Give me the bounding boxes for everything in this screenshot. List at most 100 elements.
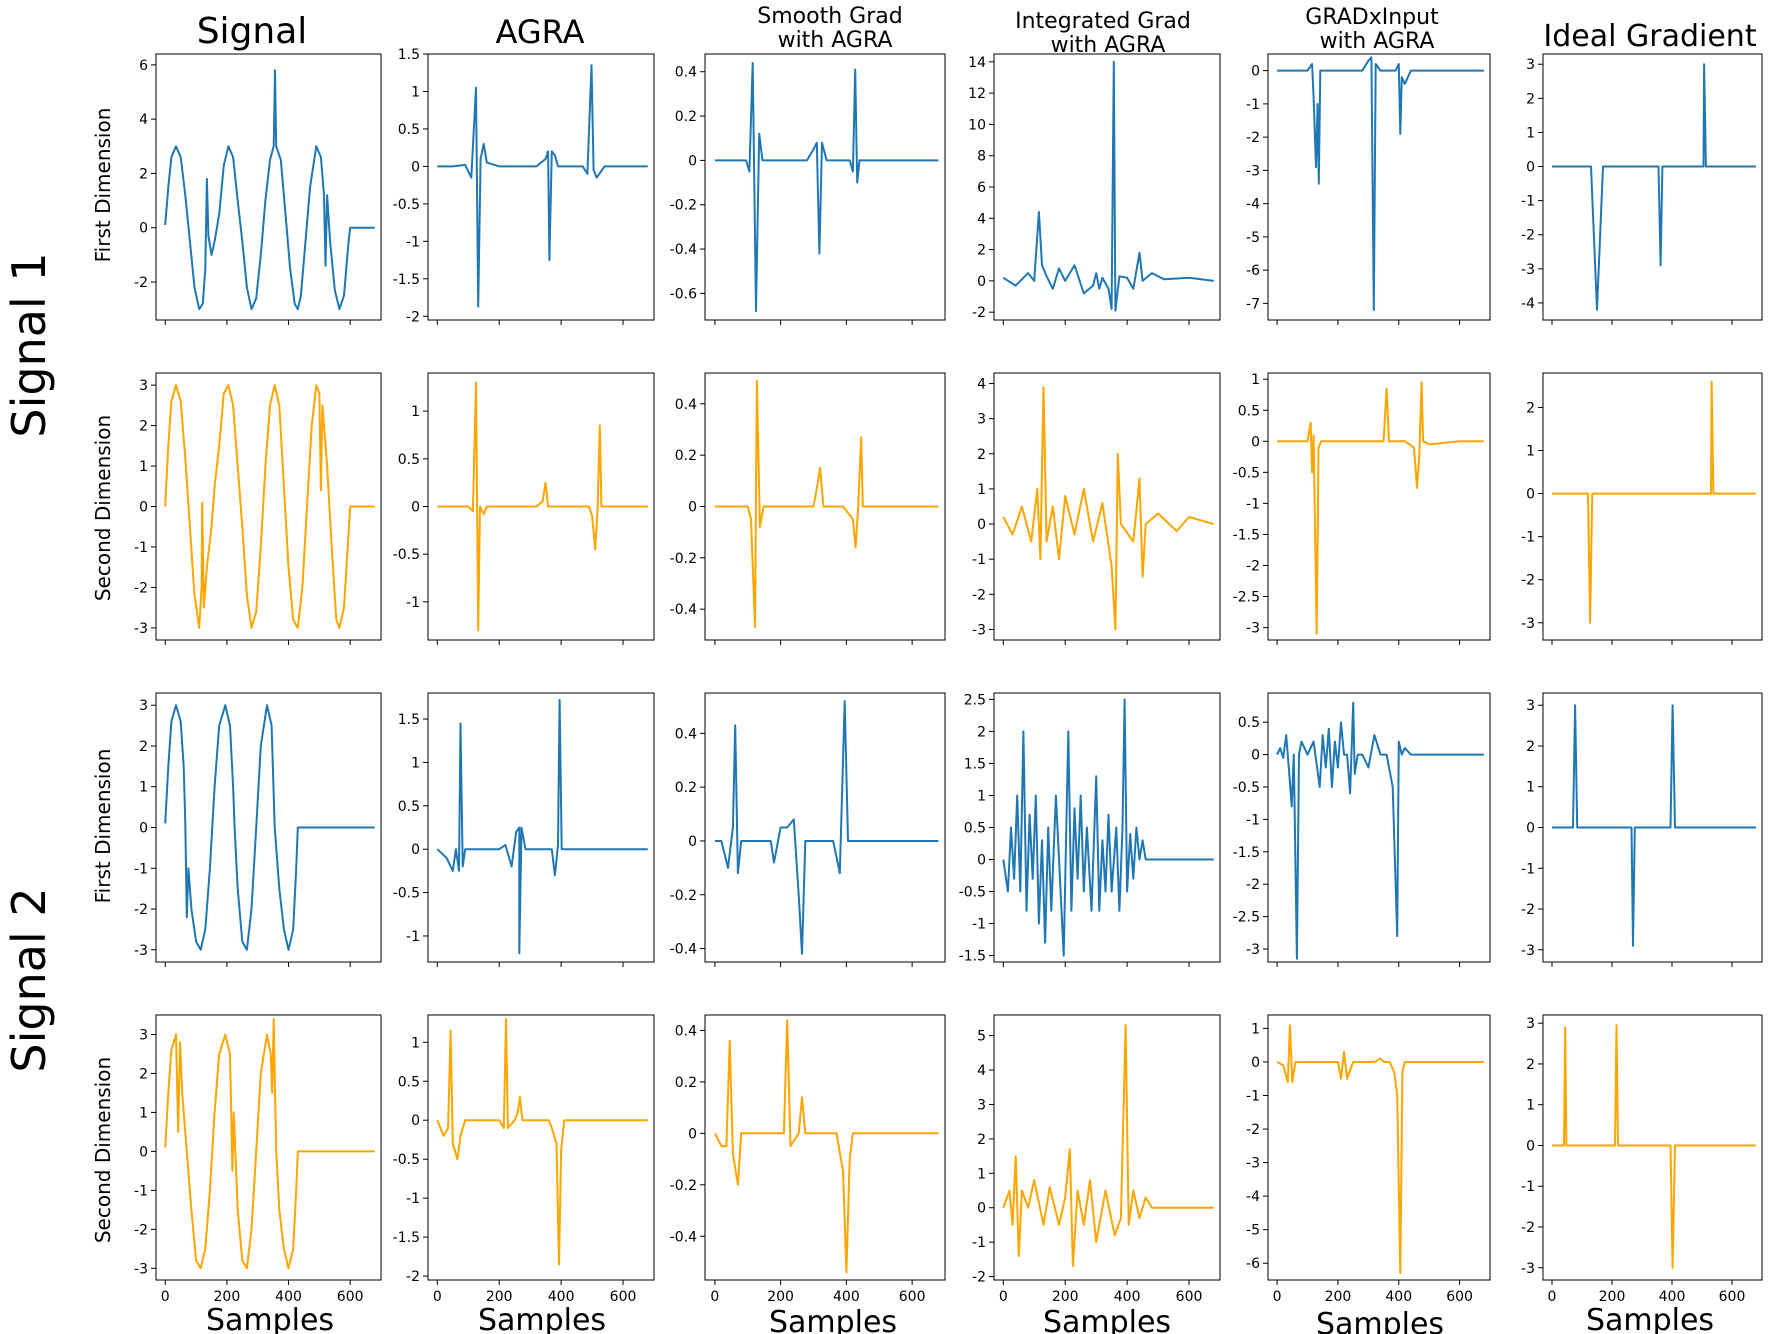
x-tick-label: 0 (999, 1289, 1008, 1305)
series-line (714, 379, 939, 629)
y-tick-label: 1 (139, 780, 148, 796)
y-tick-label: 1 (1526, 444, 1535, 460)
plot-frame (1267, 53, 1491, 321)
y-tick-label: -2 (972, 587, 986, 603)
row-label-second-dimension: Second Dimension (91, 415, 115, 601)
y-tick-label: -1.5 (393, 1230, 420, 1246)
subplot-r3-c3: -2 -1 0 1 2 3 4 5 0 200 400 600 (972, 1014, 1221, 1305)
series-line (714, 61, 939, 313)
y-tick-label: 2 (139, 1066, 148, 1082)
y-tick-label: -0.5 (959, 885, 986, 901)
plot-frame (704, 1014, 946, 1281)
x-axis-label: Samples (206, 1303, 334, 1334)
x-axis-label: Samples (1043, 1305, 1171, 1334)
subplot-r2-c1: -1 -0.5 0 0.5 1 1.5 (393, 692, 655, 967)
x-tick-label: 600 (610, 1289, 637, 1305)
y-tick-label: -1.5 (959, 949, 986, 965)
y-tick-label: 3 (977, 412, 986, 428)
y-tick-label: -2 (1521, 1220, 1535, 1236)
svg-text:with AGRA: with AGRA (1320, 29, 1435, 54)
y-tick-label: 0 (411, 159, 420, 175)
y-tick-label: -3 (1246, 1156, 1260, 1172)
y-tick-label: 3 (139, 698, 148, 714)
x-tick-label: 600 (899, 1289, 926, 1305)
y-tick-label: 2 (977, 1132, 986, 1148)
y-tick-label: -0.6 (670, 286, 697, 302)
y-tick-label: 1 (1526, 1098, 1535, 1114)
y-tick-label: -3 (134, 1261, 148, 1277)
y-tick-label: -3 (1521, 1261, 1535, 1277)
column-title-signal: Signal (197, 11, 308, 52)
y-tick-label: -4 (1246, 1189, 1260, 1205)
x-tick-label: 400 (1385, 1289, 1412, 1305)
plot-frame (427, 53, 655, 321)
y-tick-label: -5 (1246, 230, 1260, 246)
y-tick-label: -2 (972, 1270, 986, 1286)
series-line (1002, 1024, 1214, 1268)
y-tick-label: 3 (977, 1097, 986, 1113)
plot-frame (993, 53, 1221, 321)
x-tick-label: 0 (433, 1289, 442, 1305)
y-tick-label: 0 (688, 834, 697, 850)
y-tick-label: 1 (977, 788, 986, 804)
y-tick-label: 2 (1526, 739, 1535, 755)
y-tick-label: -3 (134, 943, 148, 959)
y-tick-label: -4 (1521, 296, 1535, 312)
y-tick-label: -2 (1521, 573, 1535, 589)
subplot-r0-c0: -2 0 2 4 6 (134, 53, 382, 325)
x-tick-label: 0 (1548, 1289, 1557, 1305)
y-tick-label: -3 (972, 622, 986, 638)
y-tick-label: 0.4 (675, 1023, 697, 1039)
y-tick-label: -1 (1521, 194, 1535, 210)
y-tick-label: -2.5 (1233, 590, 1260, 606)
plot-frame (427, 692, 655, 963)
y-tick-label: 0.5 (398, 1074, 420, 1090)
y-tick-label: 6 (139, 58, 148, 74)
y-tick-label: 2.5 (964, 692, 986, 708)
y-tick-label: -6 (1246, 263, 1260, 279)
series-line (1276, 701, 1484, 960)
y-tick-label: -0.5 (393, 547, 420, 563)
subplot-r3-c1: -2 -1.5 -1 -0.5 0 0.5 1 0 200 400 600 (393, 1014, 655, 1305)
x-tick-label: 200 (486, 1289, 513, 1305)
subplot-r1-c5: -3 -2 -1 0 1 2 (1521, 372, 1763, 645)
y-tick-label: -1.5 (393, 272, 420, 288)
y-tick-label: 2 (977, 724, 986, 740)
subplot-r0-c1: -2 -1.5 -1 -0.5 0 0.5 1 1.5 (393, 47, 655, 325)
y-tick-label: 1 (977, 482, 986, 498)
column-title-ideal-gradient: Ideal Gradient (1543, 19, 1756, 54)
plot-frame (993, 372, 1221, 641)
y-tick-label: 0 (1526, 160, 1535, 176)
y-tick-label: 0 (977, 1201, 986, 1217)
y-tick-label: 1 (977, 1166, 986, 1182)
row-label-second-dimension: Second Dimension (91, 1057, 115, 1243)
y-tick-label: -0.2 (670, 888, 697, 904)
series-line (164, 1017, 375, 1270)
y-tick-label: -2 (1246, 877, 1260, 893)
y-tick-label: 1 (411, 404, 420, 420)
y-tick-label: -0.5 (1233, 780, 1260, 796)
series-line (1552, 380, 1756, 624)
y-tick-label: 1 (411, 84, 420, 100)
y-tick-label: -0.4 (670, 242, 697, 258)
y-tick-label: 3 (1526, 1016, 1535, 1032)
y-tick-label: 2 (977, 243, 986, 259)
plot-frame (155, 53, 382, 321)
y-tick-label: -0.5 (393, 1152, 420, 1168)
y-tick-label: -2 (406, 309, 420, 325)
subplot-r2-c2: -0.4 -0.2 0 0.2 0.4 (670, 692, 946, 967)
row-group-label-signal-2: Signal 2 (2, 887, 56, 1072)
row-group-label-signal-1: Signal 1 (2, 252, 56, 437)
y-tick-label: -7 (1246, 296, 1260, 312)
y-tick-label: 14 (968, 55, 986, 71)
y-tick-label: -6 (1246, 1256, 1260, 1272)
y-tick-label: -2 (1246, 1122, 1260, 1138)
y-tick-label: 0 (139, 500, 148, 516)
y-tick-label: 2 (1526, 1057, 1535, 1073)
y-tick-label: 1 (139, 459, 148, 475)
series-line (437, 381, 648, 632)
x-tick-label: 600 (337, 1289, 364, 1305)
y-tick-label: -2 (1521, 228, 1535, 244)
x-tick-label: 600 (1719, 1289, 1746, 1305)
subplot-r0-c3: -2 0 2 4 6 8 10 12 14 (968, 53, 1221, 325)
